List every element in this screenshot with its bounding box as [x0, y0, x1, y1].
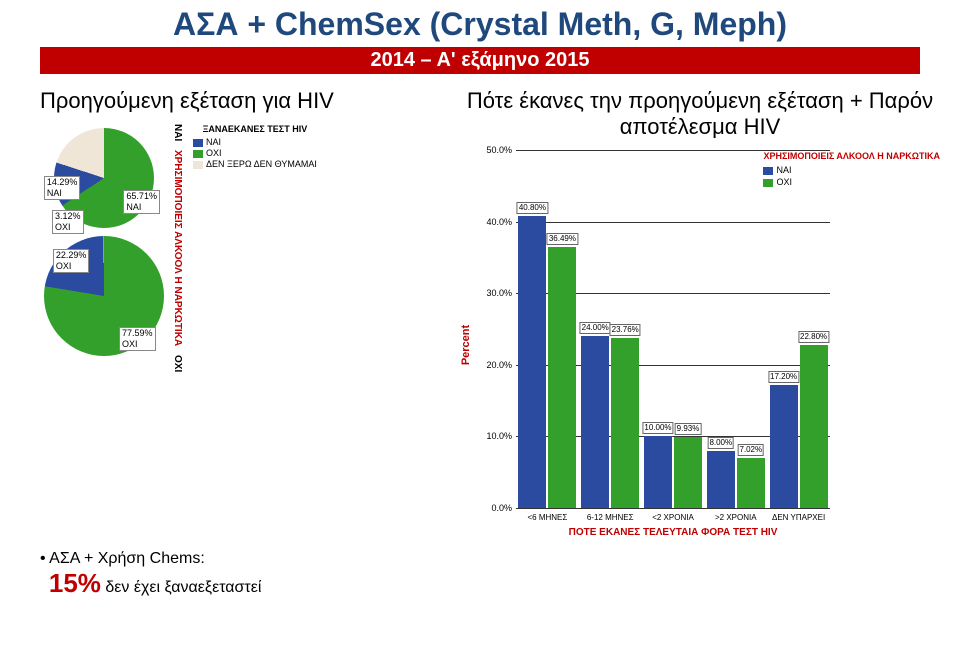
bar-group: 10.00%9.93% — [642, 436, 705, 508]
pie-slice-label: 65.71%ΝΑΙ — [123, 190, 160, 214]
y-tick: 30.0% — [472, 288, 512, 298]
bar: 9.93% — [674, 437, 702, 508]
x-category: ΔΕΝ ΥΠΑΡΧΕΙ — [767, 513, 830, 522]
x-category: <2 ΧΡΟΝΙΑ — [642, 513, 705, 522]
bar-value-label: 9.93% — [675, 423, 702, 435]
bar: 22.80% — [800, 345, 828, 508]
bar: 17.20% — [770, 385, 798, 508]
x-category: >2 ΧΡΟΝΙΑ — [704, 513, 767, 522]
pie-axis-label: ΝΑΙ ΧΡΗΣΙΜΟΠΟΙΕΙΣ ΑΛΚΟΟΛ Η ΝΑΡΚΩΤΙΚΑ ΟΧΙ — [172, 124, 183, 372]
right-column: Πότε έκανες την προηγούμενη εξέταση + Πα… — [450, 80, 960, 540]
y-tick: 40.0% — [472, 217, 512, 227]
bar: 7.02% — [737, 458, 765, 508]
bar-value-label: 23.76% — [610, 324, 641, 336]
bullet-point: • ΑΣΑ + Χρήση Chems: 15% δεν έχει ξαναεξ… — [40, 550, 960, 599]
bar-group: 17.20%22.80% — [767, 345, 830, 508]
bar-value-label: 8.00% — [707, 437, 734, 449]
gridline — [516, 508, 830, 509]
y-tick: 20.0% — [472, 360, 512, 370]
y-tick: 0.0% — [472, 503, 512, 513]
x-category: <6 ΜΗΝΕΣ — [516, 513, 579, 522]
bar: 10.00% — [644, 436, 672, 508]
slide-subtitle: 2014 – Α' εξάμηνο 2015 — [40, 47, 920, 74]
y-tick: 10.0% — [472, 431, 512, 441]
bar-chart: Percent ΧΡΗΣΙΜΟΠΟΙΕΙΣ ΑΛΚΟΟΛ Η ΝΑΡΚΩΤΙΚΑ… — [460, 150, 940, 540]
bar: 24.00% — [581, 336, 609, 508]
legend-item: ΟΧΙ — [193, 148, 317, 159]
bar-group: 8.00%7.02% — [704, 451, 767, 508]
bar: 8.00% — [707, 451, 735, 508]
pie-slice-label: 14.29%ΝΑΙ — [44, 176, 81, 200]
bar: 40.80% — [518, 216, 546, 508]
bar-value-label: 40.80% — [517, 202, 548, 214]
x-axis-title: ΠΟΤΕ ΕΚΑΝΕΣ ΤΕΛΕΥΤΑΙΑ ΦΟΡΑ ΤΕΣΤ HIV — [516, 527, 830, 538]
x-category: 6-12 ΜΗΝΕΣ — [579, 513, 642, 522]
legend-item: ΔΕΝ ΞΕΡΩ ΔΕΝ ΘΥΜΑΜΑΙ — [193, 159, 317, 170]
bar: 23.76% — [611, 338, 639, 508]
y-axis-title: Percent — [460, 325, 472, 365]
left-column: Προηγούμενη εξέταση για HIV 65.71%ΝΑΙ14.… — [0, 80, 450, 540]
pie-slice-label: 3.12%ΟΧΙ — [52, 210, 84, 234]
bar: 36.49% — [548, 247, 576, 508]
pie-legend: ΞΑΝΑΕΚΑΝΕΣ ΤΕΣΤ HIV ΝΑΙΟΧΙΔΕΝ ΞΕΡΩ ΔΕΝ Θ… — [193, 124, 317, 372]
bar-value-label: 22.80% — [798, 331, 829, 343]
pie-slice-label: 77.59%ΟΧΙ — [119, 327, 156, 351]
bar-value-label: 24.00% — [580, 322, 611, 334]
bar-group: 24.00%23.76% — [579, 336, 642, 508]
slide-title: ΑΣΑ + ChemSex (Crystal Meth, G, Meph) — [0, 0, 960, 43]
pie-stack: 65.71%ΝΑΙ14.29%ΝΑΙ3.12%ΟΧΙ77.59%ΟΧΙ22.29… — [40, 124, 168, 372]
bar-value-label: 36.49% — [547, 233, 578, 245]
pie-chart: 65.71%ΝΑΙ14.29%ΝΑΙ3.12%ΟΧΙ — [54, 128, 154, 228]
bar-value-label: 10.00% — [642, 422, 673, 434]
left-heading: Προηγούμενη εξέταση για HIV — [40, 88, 450, 114]
pie-chart: 77.59%ΟΧΙ 22.29%ΟΧΙ — [44, 236, 164, 356]
bar-value-label: 7.02% — [737, 444, 764, 456]
y-tick: 50.0% — [472, 145, 512, 155]
bar-group: 40.80%36.49% — [516, 216, 579, 508]
pie-slice-label: 22.29%ΟΧΙ — [53, 249, 90, 273]
right-heading: Πότε έκανες την προηγούμενη εξέταση + Πα… — [460, 88, 940, 140]
bar-value-label: 17.20% — [768, 371, 799, 383]
legend-item: ΝΑΙ — [193, 137, 317, 148]
